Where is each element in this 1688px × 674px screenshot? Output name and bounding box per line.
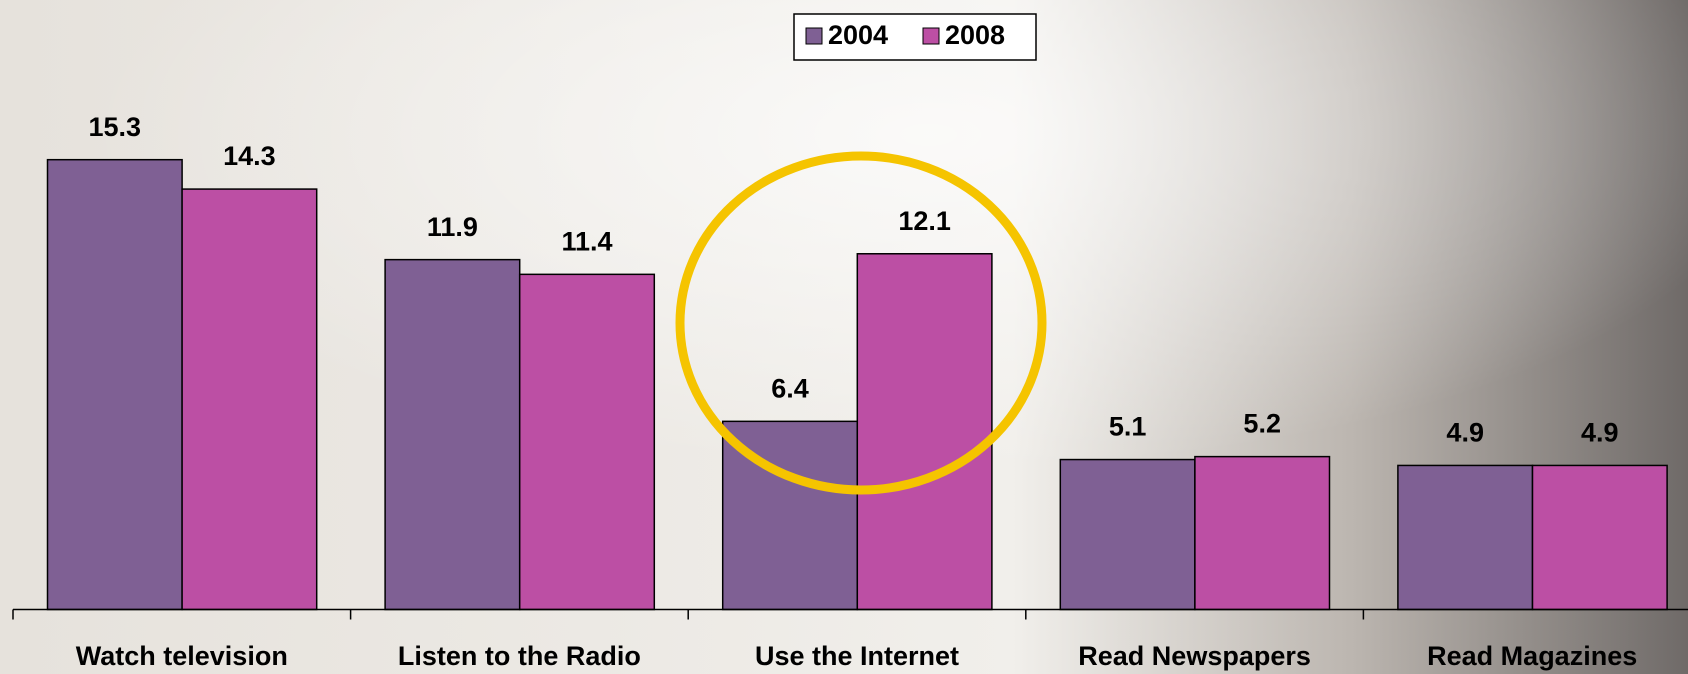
legend: 2004 2008 <box>794 14 1036 60</box>
value-label: 14.3 <box>223 141 276 171</box>
legend-swatch <box>806 28 822 44</box>
value-label: 6.4 <box>771 373 809 403</box>
bar <box>1533 465 1668 609</box>
x-tick-label: Read Newspapers <box>1078 641 1311 671</box>
value-label: 12.1 <box>898 206 951 236</box>
bar <box>520 274 655 609</box>
legend-label: 2008 <box>945 20 1005 50</box>
x-tick-label: Listen to the Radio <box>398 641 641 671</box>
value-label: 4.9 <box>1581 418 1619 448</box>
value-label: 15.3 <box>89 112 142 142</box>
x-tick-label: Use the Internet <box>755 641 959 671</box>
value-label: 5.1 <box>1109 412 1147 442</box>
value-label: 11.4 <box>561 226 612 256</box>
x-tick-label: Watch television <box>76 641 288 671</box>
bar <box>857 254 992 610</box>
legend-swatch <box>923 28 939 44</box>
bar <box>385 260 520 610</box>
x-tick-label: Read Magazines <box>1427 641 1637 671</box>
bar <box>1398 465 1533 609</box>
bar <box>182 189 317 609</box>
chart: 15.3 14.3 Watch television 11.9 11.4 Listen t… <box>0 0 1688 674</box>
bar <box>1060 460 1195 610</box>
value-label: 4.9 <box>1446 418 1484 448</box>
bar <box>1195 457 1330 610</box>
value-label: 5.2 <box>1243 409 1281 439</box>
legend-label: 2004 <box>828 20 888 50</box>
value-label: 11.9 <box>427 212 478 242</box>
bar <box>48 160 183 610</box>
